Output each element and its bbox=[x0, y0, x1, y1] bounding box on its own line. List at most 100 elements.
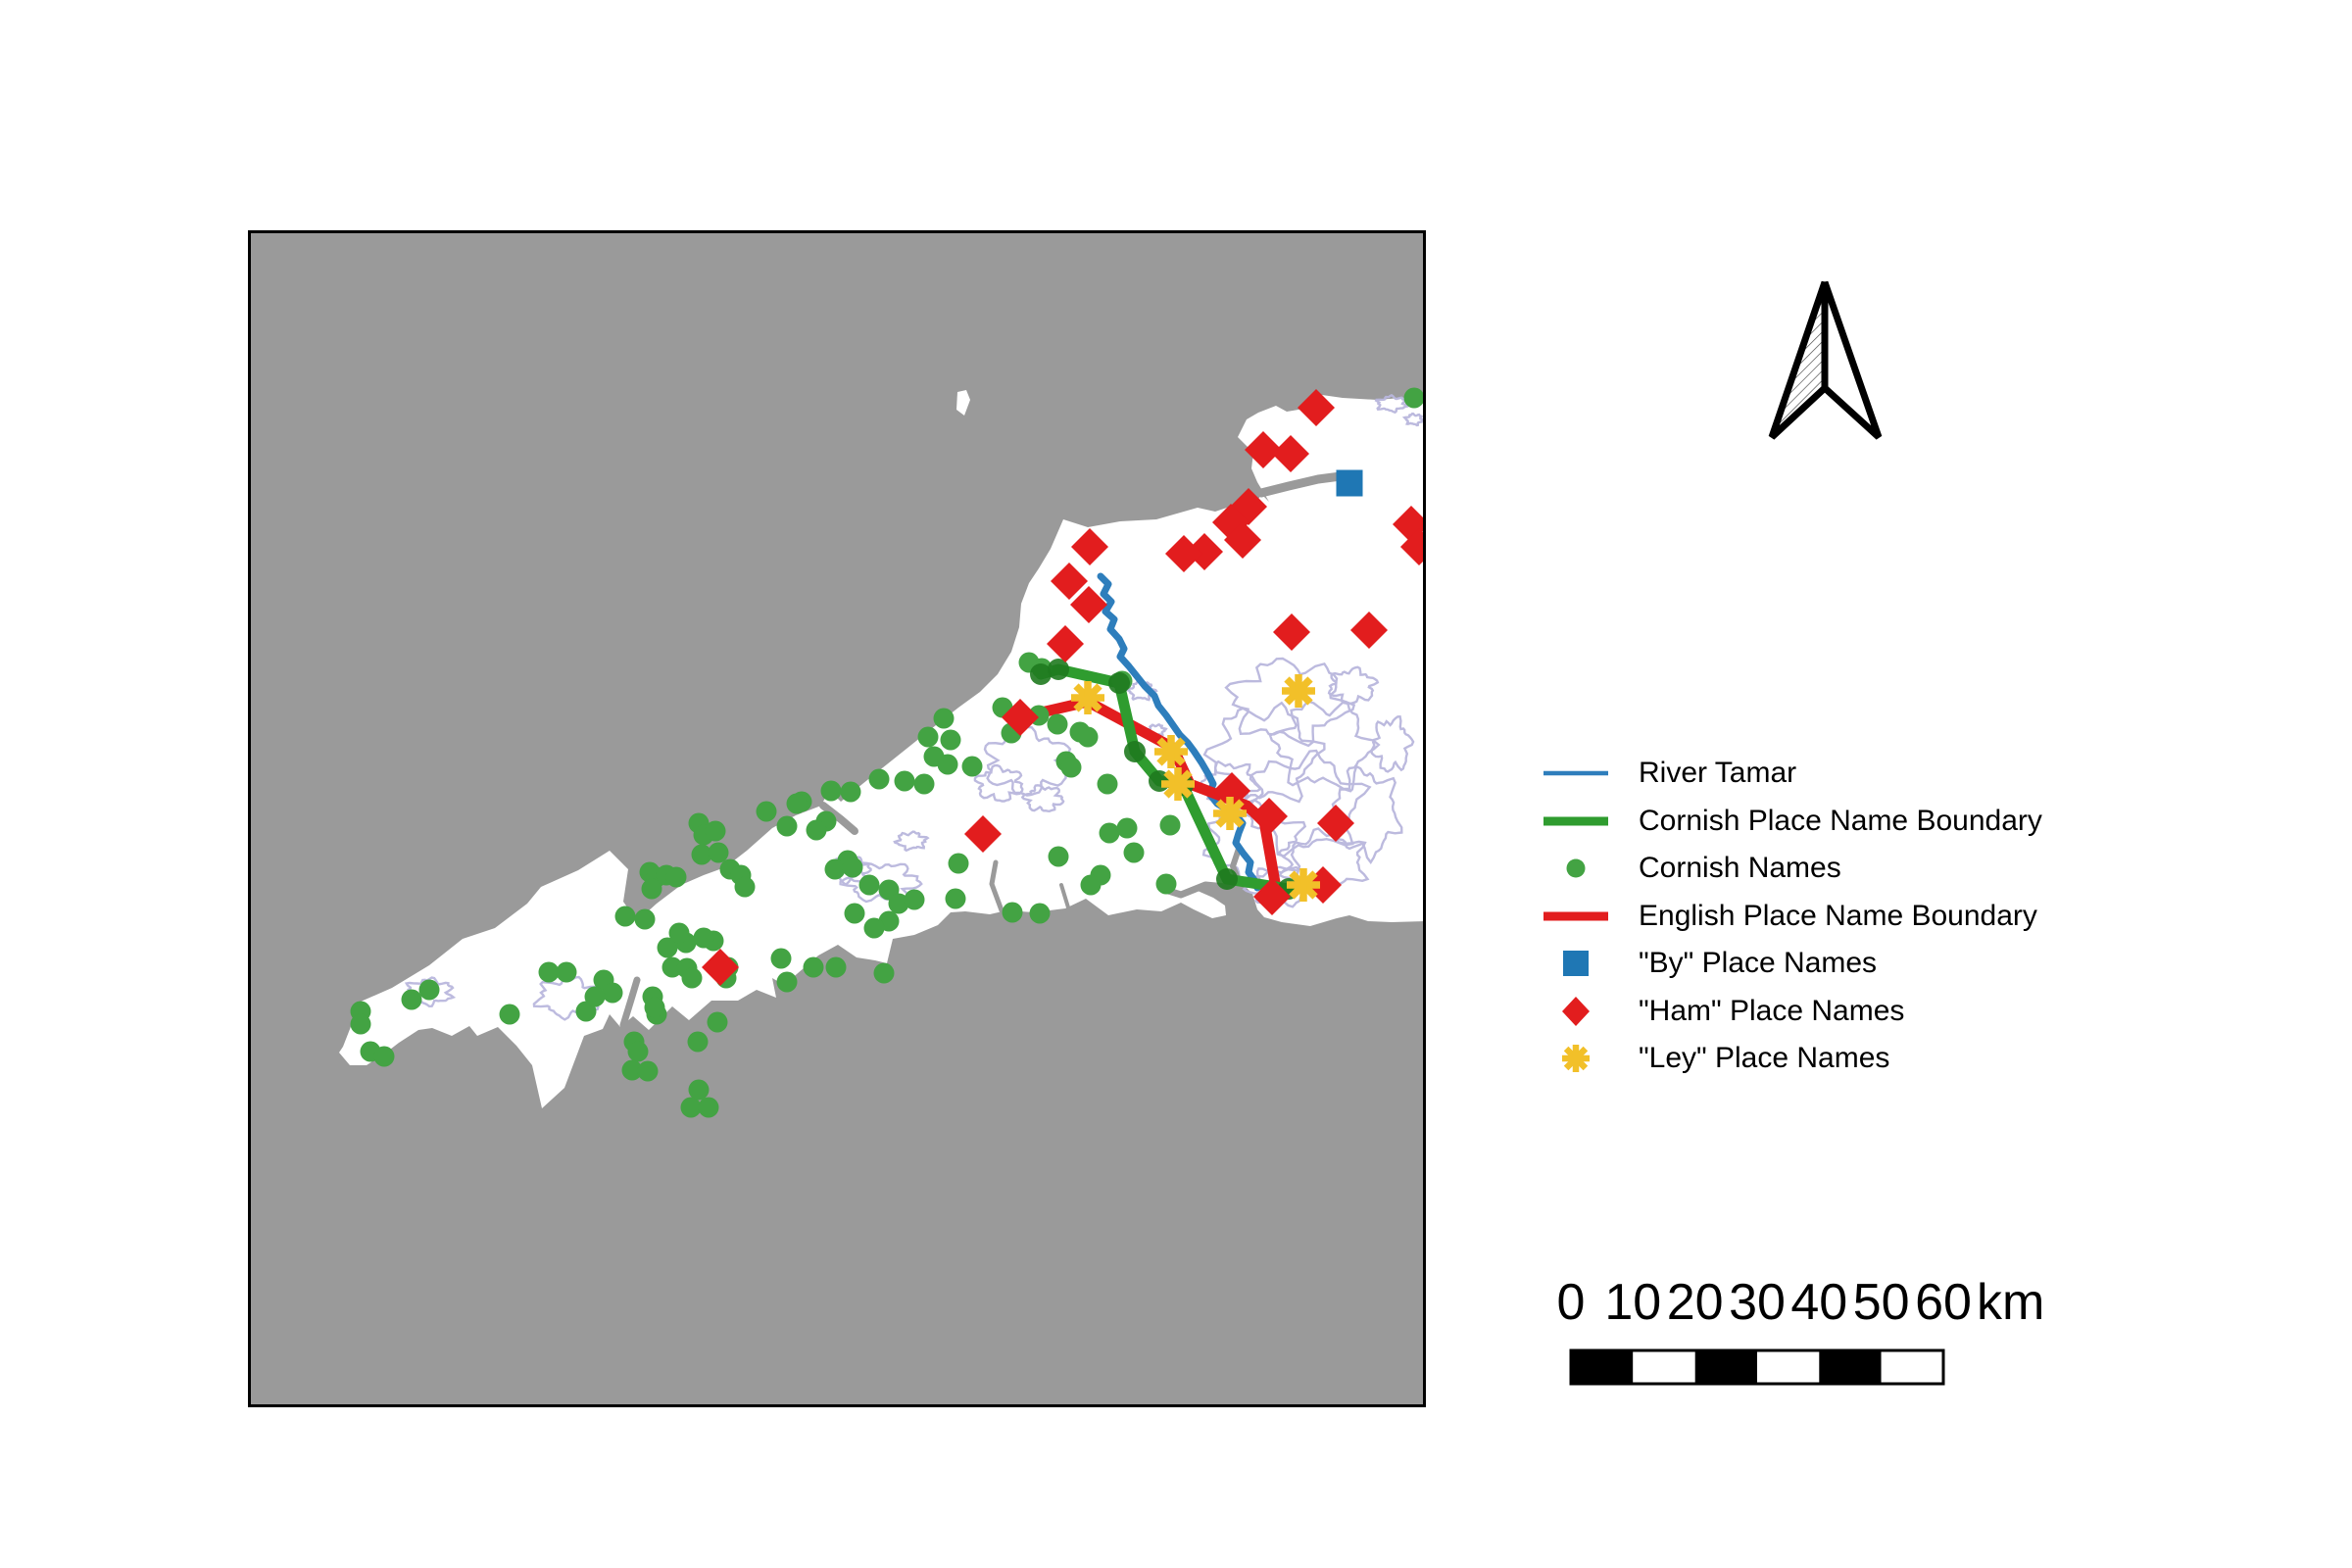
cornish-name-marker bbox=[705, 820, 726, 842]
ley-marker bbox=[1213, 797, 1247, 830]
cornish-name-marker bbox=[803, 956, 824, 978]
cornish-name-marker bbox=[913, 773, 935, 795]
contour-ring bbox=[1327, 665, 1380, 706]
estuary-channel bbox=[619, 976, 641, 1029]
cornish-name-marker bbox=[584, 986, 606, 1007]
estuary-channel bbox=[989, 859, 1004, 913]
cornish-name-marker bbox=[401, 989, 422, 1010]
cornish-name-marker bbox=[820, 780, 842, 802]
ham-marker bbox=[1253, 878, 1291, 915]
cornish-name-marker bbox=[621, 1059, 643, 1081]
cornish-name-marker bbox=[858, 874, 880, 896]
estuary-channel bbox=[1059, 883, 1070, 909]
cornish-name-marker bbox=[842, 857, 863, 878]
scale-bar-segment bbox=[1694, 1350, 1757, 1384]
legend-item: "Ley" Place Names bbox=[1521, 1035, 2042, 1083]
contour-ring bbox=[1126, 680, 1158, 702]
scale-bar-segment bbox=[1819, 1350, 1882, 1384]
ham-marker bbox=[1400, 528, 1426, 565]
scale-bar-segment bbox=[1757, 1350, 1820, 1384]
legend-item: Cornish Place Name Boundary bbox=[1521, 798, 2042, 846]
ham-marker bbox=[702, 949, 739, 986]
cornish-name-marker bbox=[776, 971, 798, 993]
cornish-name-marker bbox=[1002, 902, 1023, 923]
scale-bar-segment bbox=[1571, 1350, 1634, 1384]
ley-marker bbox=[1282, 674, 1315, 708]
contour-ring bbox=[973, 763, 1024, 803]
cornish-name-marker bbox=[637, 1060, 659, 1082]
ham-marker bbox=[1272, 435, 1309, 472]
ham-names-layer bbox=[702, 389, 1426, 986]
legend-asterisk-icon bbox=[1521, 1039, 1631, 1078]
cornish-name-marker bbox=[691, 844, 712, 865]
legend-diamond-icon bbox=[1521, 992, 1631, 1031]
contour-ring bbox=[1374, 394, 1409, 415]
ham-marker bbox=[1250, 798, 1288, 835]
ley-marker-arm bbox=[1163, 769, 1193, 799]
contour-ring bbox=[983, 725, 1072, 797]
cornish-name-marker bbox=[937, 754, 958, 775]
estuary-channel bbox=[1256, 471, 1346, 498]
cornish-name-marker bbox=[657, 937, 678, 958]
ham-marker bbox=[1051, 563, 1088, 600]
legend-item-label: River Tamar bbox=[1639, 757, 1797, 790]
ham-marker bbox=[1224, 521, 1261, 559]
map-border bbox=[248, 230, 1426, 1407]
cornish-name-marker bbox=[945, 888, 966, 909]
ley-marker bbox=[1287, 868, 1320, 902]
cornish-name-marker bbox=[873, 962, 895, 984]
ham-marker bbox=[1245, 431, 1282, 468]
cornish-name-marker bbox=[707, 1011, 728, 1033]
cornish-name-marker bbox=[863, 917, 885, 939]
legend-swatch bbox=[1562, 996, 1590, 1026]
scale-bar-label: 50 bbox=[1853, 1274, 1910, 1331]
legend-item-label: "By" Place Names bbox=[1639, 947, 1878, 980]
scale-bar-label: 40 bbox=[1790, 1274, 1847, 1331]
estuary-channel bbox=[819, 802, 858, 835]
cornish-name-marker bbox=[1060, 757, 1082, 778]
cornish-name-marker bbox=[556, 961, 577, 983]
cornish-name-marker bbox=[641, 878, 662, 900]
contour-ring bbox=[1277, 827, 1370, 898]
legend-line-thick-icon bbox=[1521, 802, 1631, 841]
legend-asterisk bbox=[1562, 1045, 1590, 1073]
legend-swatch bbox=[1566, 858, 1586, 878]
contour-ring bbox=[1224, 657, 1356, 748]
contour-ring bbox=[1202, 701, 1326, 807]
legend-item-label: "Ham" Place Names bbox=[1639, 994, 1905, 1027]
ham-marker bbox=[1317, 805, 1354, 842]
scale-bar-labels: 0 10 20 30 40 50 60 bbox=[1557, 1274, 1972, 1331]
boundary-vertex-marker bbox=[1124, 741, 1146, 762]
north-arrow-left-half bbox=[1768, 280, 1829, 440]
by-marker bbox=[1336, 469, 1363, 497]
cornish-name-marker bbox=[644, 997, 665, 1018]
cornish-name-marker bbox=[1403, 387, 1425, 409]
scale-bar-outline bbox=[1569, 1348, 1945, 1386]
cornish-name-marker bbox=[948, 853, 969, 874]
legend-item: English Place Name Boundary bbox=[1521, 893, 2042, 941]
cornish-name-marker bbox=[687, 1031, 709, 1053]
cornish-name-marker bbox=[917, 726, 939, 748]
scale-bar-segment bbox=[1633, 1350, 1695, 1384]
cornish-name-marker bbox=[418, 979, 440, 1001]
contour-ring bbox=[1370, 714, 1415, 773]
ley-names-layer bbox=[1071, 674, 1320, 902]
cornish-name-marker bbox=[680, 1097, 702, 1118]
cornish-name-marker bbox=[1116, 817, 1138, 839]
legend-square-icon bbox=[1521, 944, 1631, 983]
boundary-vertex-marker bbox=[1216, 868, 1238, 890]
cornish-name-marker bbox=[1099, 822, 1120, 844]
legend: River Tamar Cornish Place Name Boundary Co… bbox=[1521, 750, 2042, 1083]
ley-marker bbox=[1161, 767, 1195, 801]
scale-bar-segment bbox=[1881, 1350, 1943, 1384]
cornish-name-marker bbox=[776, 815, 798, 837]
boundary-vertex-marker bbox=[1108, 672, 1130, 694]
cornish-name-marker bbox=[668, 922, 690, 944]
legend-line-thick-icon bbox=[1521, 897, 1631, 936]
ley-marker-arm bbox=[1289, 870, 1318, 900]
cornish-name-marker bbox=[961, 756, 983, 777]
cornish-name-marker bbox=[499, 1004, 520, 1025]
legend-item-label: "Ley" Place Names bbox=[1639, 1042, 1890, 1075]
legend-dot bbox=[1566, 858, 1586, 878]
ham-marker bbox=[1298, 389, 1335, 426]
